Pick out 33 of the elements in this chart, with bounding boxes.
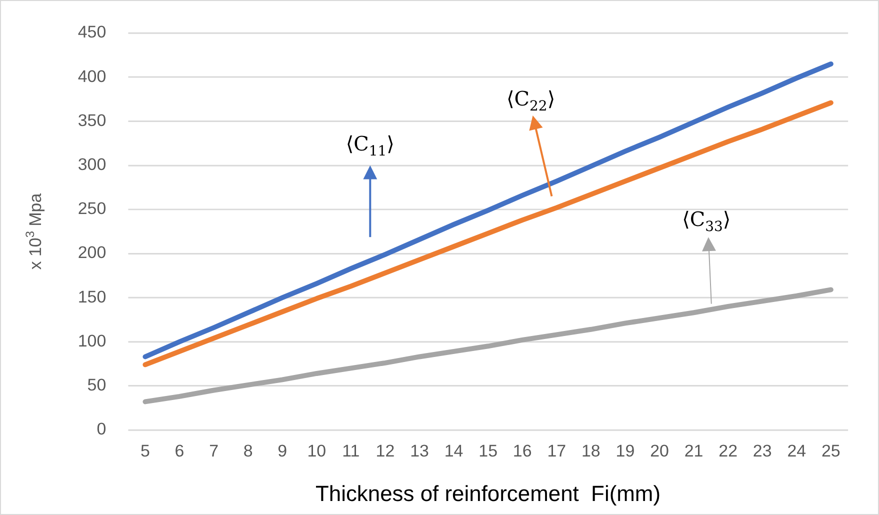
- y-axis-title: x 103 Mpa: [23, 192, 45, 270]
- x-tick-label: 17: [547, 442, 566, 461]
- y-tick-label: 350: [78, 110, 106, 130]
- x-axis-title: Thickness of reinforcement Fi(mm): [315, 481, 661, 506]
- x-tick-label: 13: [410, 442, 429, 461]
- x-tick-label: 21: [684, 442, 704, 461]
- x-tick-label: 15: [478, 442, 498, 461]
- x-tick-label: 7: [209, 442, 218, 461]
- x-tick-label: 10: [307, 442, 326, 461]
- x-tick-label: 5: [140, 442, 150, 461]
- x-tick-label: 16: [512, 442, 532, 461]
- y-tick-label: 450: [78, 22, 106, 42]
- x-tick-label: 22: [718, 442, 738, 461]
- x-tick-label: 23: [752, 442, 772, 461]
- x-tick-label: 20: [650, 442, 669, 461]
- x-tick-label: 18: [582, 442, 600, 461]
- y-tick-label: 0: [96, 420, 106, 439]
- y-tick-label: 400: [78, 66, 106, 86]
- x-tick-label: 24: [787, 442, 806, 461]
- y-tick-label: 300: [78, 155, 106, 174]
- x-tick-label: 12: [376, 442, 395, 461]
- x-tick-label: 6: [174, 442, 184, 461]
- x-tick-label: 11: [342, 442, 360, 461]
- x-tick-label: 8: [243, 442, 253, 461]
- y-tick-label: 200: [78, 243, 106, 262]
- x-tick-label: 25: [821, 442, 840, 461]
- y-tick-label: 100: [78, 331, 106, 350]
- x-tick-label: 19: [616, 442, 635, 461]
- y-tick-label: 150: [78, 287, 106, 306]
- x-tick-label: 14: [444, 442, 464, 461]
- y-tick-label: 250: [78, 199, 106, 218]
- x-tick-label: 9: [278, 442, 288, 461]
- y-tick-label: 50: [87, 376, 106, 394]
